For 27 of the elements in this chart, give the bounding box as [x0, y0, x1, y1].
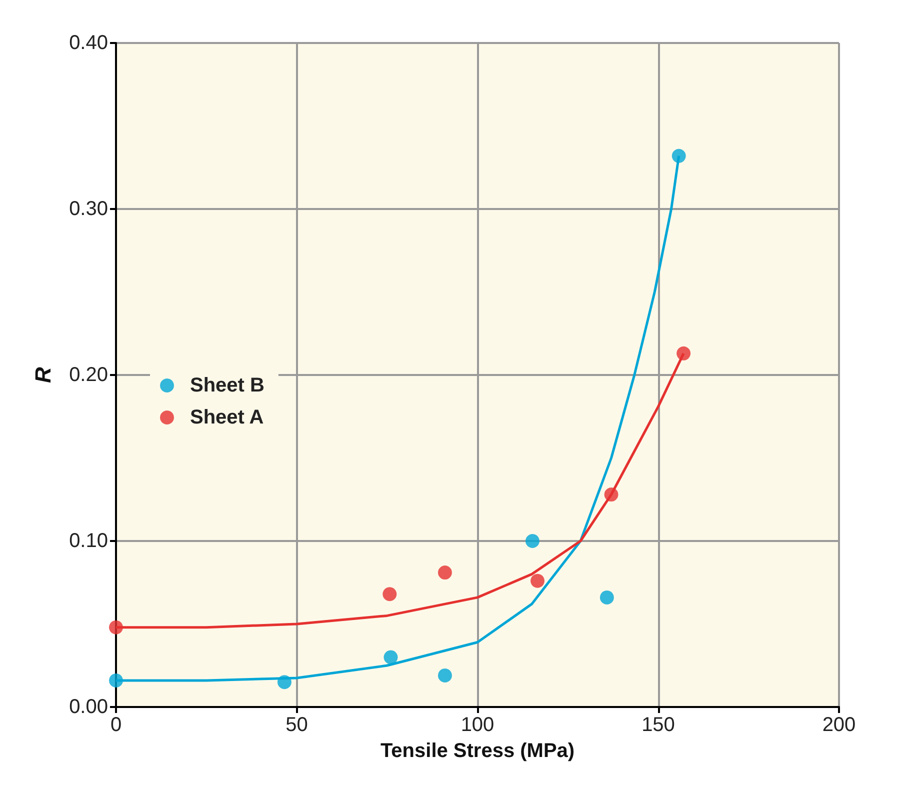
point — [382, 587, 397, 602]
legend-label: Sheet A — [190, 406, 264, 428]
y-axis-title: R — [30, 366, 56, 383]
x-tick-label: 150 — [642, 714, 675, 736]
x-tick-label: 200 — [822, 714, 856, 736]
point — [672, 148, 686, 163]
y-tick-label: 0.40 — [69, 32, 108, 54]
point — [604, 488, 618, 502]
x-tick-label: 100 — [460, 714, 494, 736]
point — [438, 668, 452, 682]
point — [438, 566, 452, 580]
point — [109, 620, 123, 634]
x-axis-title: Tensile Stress (MPa) — [380, 740, 575, 762]
y-tick-label: 0.30 — [69, 198, 108, 220]
point — [530, 574, 545, 588]
point — [600, 590, 614, 604]
point — [525, 534, 540, 548]
y-tick-label: 0.10 — [69, 530, 108, 552]
legend-label: Sheet B — [190, 374, 264, 396]
x-tick-label: 0 — [110, 714, 122, 736]
y-tick-label: 0.00 — [69, 696, 108, 718]
point — [676, 346, 691, 360]
x-tick-label: 50 — [286, 714, 308, 736]
point — [109, 673, 123, 688]
point — [384, 650, 398, 664]
point — [277, 675, 292, 690]
y-tick-label: 0.20 — [69, 364, 108, 386]
